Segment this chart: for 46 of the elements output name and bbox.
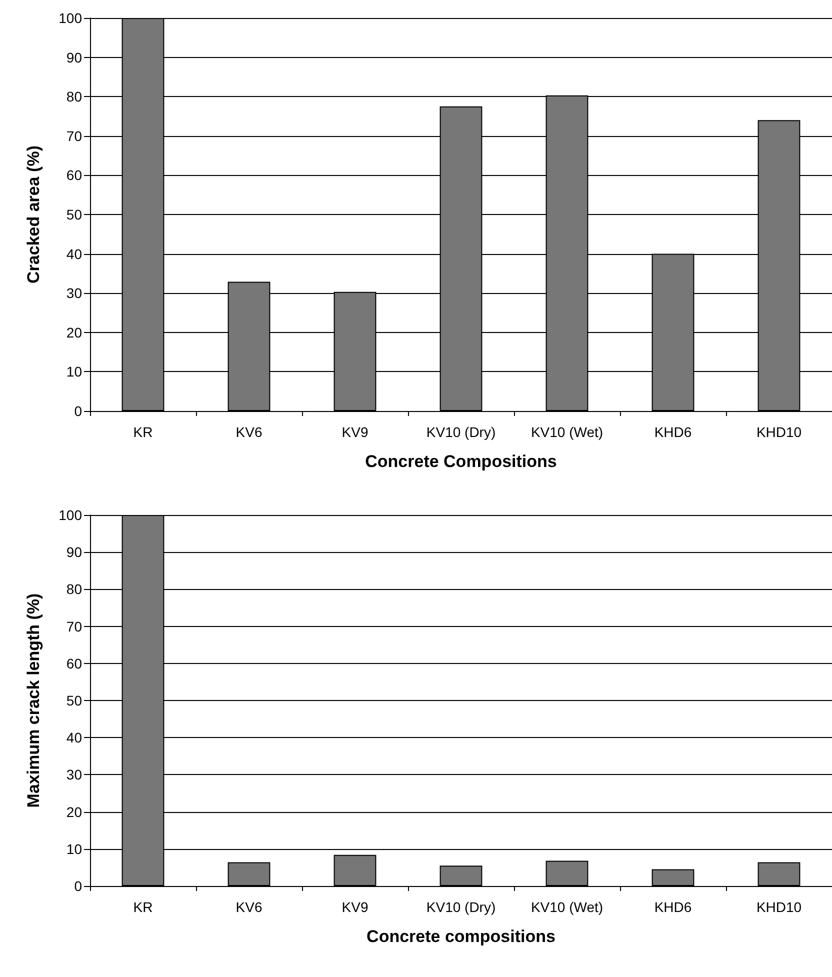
bar bbox=[334, 854, 376, 886]
x-tick-label: KV10 (Dry) bbox=[426, 424, 496, 440]
x-tick-label: KV10 (Wet) bbox=[530, 424, 604, 440]
x-axis-title: Concrete compositions bbox=[366, 927, 556, 946]
y-tick-label: 20 bbox=[66, 324, 82, 340]
y-tick-label: 0 bbox=[74, 878, 82, 894]
x-tick-label: KR bbox=[133, 424, 153, 440]
y-tick-label: 40 bbox=[66, 730, 82, 746]
bar bbox=[652, 869, 694, 886]
y-tick-label: 100 bbox=[58, 10, 82, 26]
y-tick-label: 30 bbox=[66, 285, 82, 302]
y-tick-label: 20 bbox=[66, 804, 82, 820]
x-tick-label: KV10 (Dry) bbox=[426, 899, 496, 915]
y-tick-label: 40 bbox=[66, 246, 82, 262]
x-tick-label: KV6 bbox=[236, 899, 262, 915]
y-tick-label: 90 bbox=[66, 49, 82, 66]
y-tick-label: 50 bbox=[66, 692, 82, 708]
y-tick-label: 50 bbox=[66, 206, 82, 222]
x-tick-label: KHD10 bbox=[756, 899, 802, 915]
bar bbox=[546, 860, 588, 886]
bar bbox=[228, 862, 270, 886]
x-tick-label: KV9 bbox=[342, 424, 368, 440]
y-tick-label: 30 bbox=[66, 766, 82, 783]
y-tick-label: 60 bbox=[66, 167, 82, 184]
x-tick-label: KHD10 bbox=[756, 424, 802, 440]
x-axis-title: Concrete Compositions bbox=[365, 452, 557, 471]
y-tick-label: 70 bbox=[66, 618, 82, 634]
y-tick-label: 0 bbox=[74, 403, 82, 419]
y-tick-label: 90 bbox=[66, 544, 82, 560]
y-tick-label: 100 bbox=[58, 507, 82, 523]
bar bbox=[758, 862, 800, 886]
y-axis-title: Cracked area (%) bbox=[24, 146, 43, 284]
x-tick-label: KV10 (Wet) bbox=[530, 899, 604, 915]
y-tick-label: 10 bbox=[66, 840, 82, 857]
y-tick-label: 70 bbox=[66, 128, 82, 144]
x-tick-label: KV9 bbox=[342, 899, 368, 915]
y-axis-title: Maximum crack length (%) bbox=[24, 593, 43, 808]
x-tick-label: KV6 bbox=[236, 424, 262, 440]
y-tick-label: 80 bbox=[66, 88, 82, 105]
x-tick-label: KHD6 bbox=[654, 424, 692, 440]
x-tick-label: KHD6 bbox=[654, 899, 692, 915]
y-tick-label: 60 bbox=[66, 655, 82, 672]
bar bbox=[440, 866, 482, 886]
y-tick-label: 10 bbox=[66, 364, 82, 380]
x-tick-label: KR bbox=[133, 899, 153, 915]
y-tick-label: 80 bbox=[66, 581, 82, 598]
